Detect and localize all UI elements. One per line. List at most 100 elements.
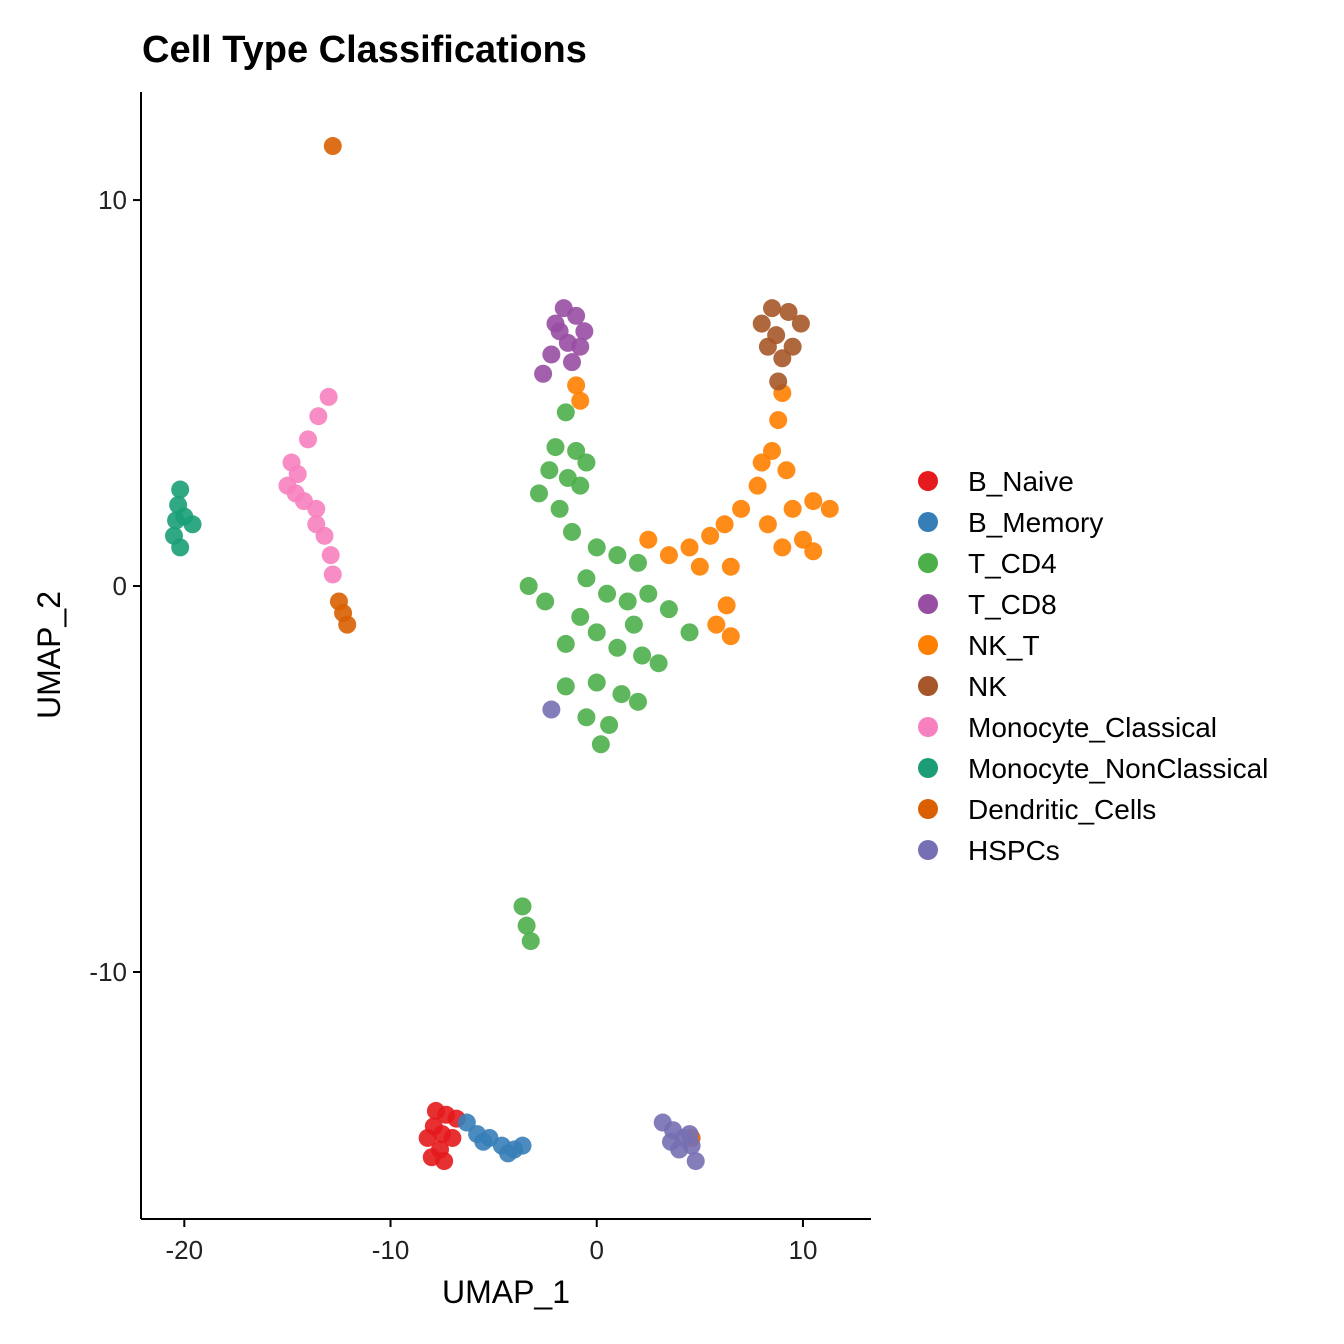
point-monocyte-classical (309, 407, 328, 426)
point-monocyte-classical (286, 484, 305, 503)
point-t-cd4 (513, 897, 532, 916)
point-nk-t (701, 526, 720, 545)
legend-label-monocyte-nonclassical: Monocyte_NonClassical (968, 753, 1268, 784)
legend-key-b-naive (918, 471, 938, 491)
point-nk-t (639, 530, 658, 549)
legend-key-monocyte-nonclassical (918, 758, 938, 778)
point-t-cd4 (517, 916, 536, 935)
point-nk-t (715, 515, 734, 534)
point-b-memory (499, 1144, 518, 1163)
point-b-naive (426, 1101, 445, 1120)
point-t-cd4 (612, 685, 631, 704)
point-t-cd4 (562, 522, 581, 541)
point-t-cd4 (519, 577, 538, 596)
point-t-cd8 (562, 353, 581, 372)
legend-key-t-cd8 (918, 594, 938, 614)
point-nk-t (773, 538, 792, 557)
point-monocyte-classical (323, 565, 342, 584)
point-t-cd4 (628, 692, 647, 711)
point-t-cd4 (633, 646, 652, 665)
point-monocyte-classical (288, 465, 307, 484)
legend-label-dendritic-cells: Dendritic_Cells (968, 794, 1156, 825)
point-monocyte-classical (319, 387, 338, 406)
point-nk-t (717, 596, 736, 615)
point-b-naive (422, 1148, 441, 1167)
point-nk-t (783, 499, 802, 518)
point-nk-t (763, 441, 782, 460)
point-nk-t (793, 530, 812, 549)
point-nk-t (804, 542, 823, 561)
point-nk (758, 337, 777, 356)
x-tick-label: -10 (372, 1235, 410, 1265)
y-ticks: -10 0 10 (89, 185, 141, 987)
point-t-cd8 (575, 322, 594, 341)
chart-title: Cell Type Classifications (142, 29, 587, 71)
point-t-cd8 (567, 306, 586, 325)
point-monocyte-nonclassical (171, 480, 190, 499)
point-monocyte-classical (307, 515, 326, 534)
point-t-cd4 (550, 499, 569, 518)
point-t-cd4 (529, 484, 548, 503)
point-hspcs (680, 1125, 699, 1144)
legend-key-hspcs (918, 840, 938, 860)
point-t-cd4 (608, 546, 627, 565)
point-t-cd4 (556, 403, 575, 422)
point-monocyte-classical (307, 499, 326, 518)
legend-key-nk (918, 676, 938, 696)
legend-label-hspcs: HSPCs (968, 835, 1060, 866)
point-nk (791, 314, 810, 333)
point-t-cd4 (680, 623, 699, 642)
point-nk (783, 337, 802, 356)
x-ticks: -20 -10 0 10 (166, 1219, 817, 1265)
point-nk-t (732, 499, 751, 518)
legend-key-b-memory (918, 512, 938, 532)
point-t-cd8 (550, 322, 569, 341)
point-b-memory (474, 1132, 493, 1151)
legend-label-b-memory: B_Memory (968, 507, 1103, 538)
point-t-cd4 (587, 538, 606, 557)
points-layer (164, 137, 839, 1171)
point-t-cd4 (577, 708, 596, 727)
point-nk-t (690, 557, 709, 576)
point-nk-t (758, 515, 777, 534)
point-b-naive (433, 1125, 452, 1144)
point-t-cd4 (556, 677, 575, 696)
point-b-naive (418, 1128, 437, 1147)
point-t-cd4 (558, 468, 577, 487)
point-t-cd4 (624, 615, 643, 634)
point-t-cd4 (598, 584, 617, 603)
point-t-cd4 (546, 438, 565, 457)
point-nk-t (820, 499, 839, 518)
point-nk-t (571, 391, 590, 410)
point-t-cd4 (659, 600, 678, 619)
y-tick-label: -10 (89, 957, 127, 987)
y-tick-label: 10 (98, 185, 127, 215)
legend-key-dendritic-cells (918, 799, 938, 819)
point-t-cd4 (649, 654, 668, 673)
point-t-cd4 (577, 569, 596, 588)
point-nk (779, 302, 798, 321)
point-b-memory (513, 1136, 532, 1155)
point-t-cd4 (618, 592, 637, 611)
point-monocyte-nonclassical (171, 538, 190, 557)
point-t-cd4 (600, 715, 619, 734)
point-t-cd4 (521, 932, 540, 951)
point-b-memory (457, 1113, 476, 1132)
point-t-cd4 (536, 592, 555, 611)
point-t-cd4 (587, 673, 606, 692)
point-nk-t (721, 557, 740, 576)
point-t-cd4 (567, 441, 586, 460)
legend-label-t-cd8: T_CD8 (968, 589, 1057, 620)
point-t-cd4 (540, 461, 559, 480)
y-axis-label: UMAP_2 (31, 591, 67, 719)
y-tick-label: 0 (113, 571, 127, 601)
legend-label-b-naive: B_Naive (968, 466, 1074, 497)
point-nk-t (769, 411, 788, 430)
point-t-cd4 (591, 735, 610, 754)
point-monocyte-nonclassical (183, 515, 202, 534)
legend-key-t-cd4 (918, 553, 938, 573)
x-tick-label: 10 (788, 1235, 817, 1265)
point-nk-t (680, 538, 699, 557)
legend-label-nk-t: NK_T (968, 630, 1040, 661)
